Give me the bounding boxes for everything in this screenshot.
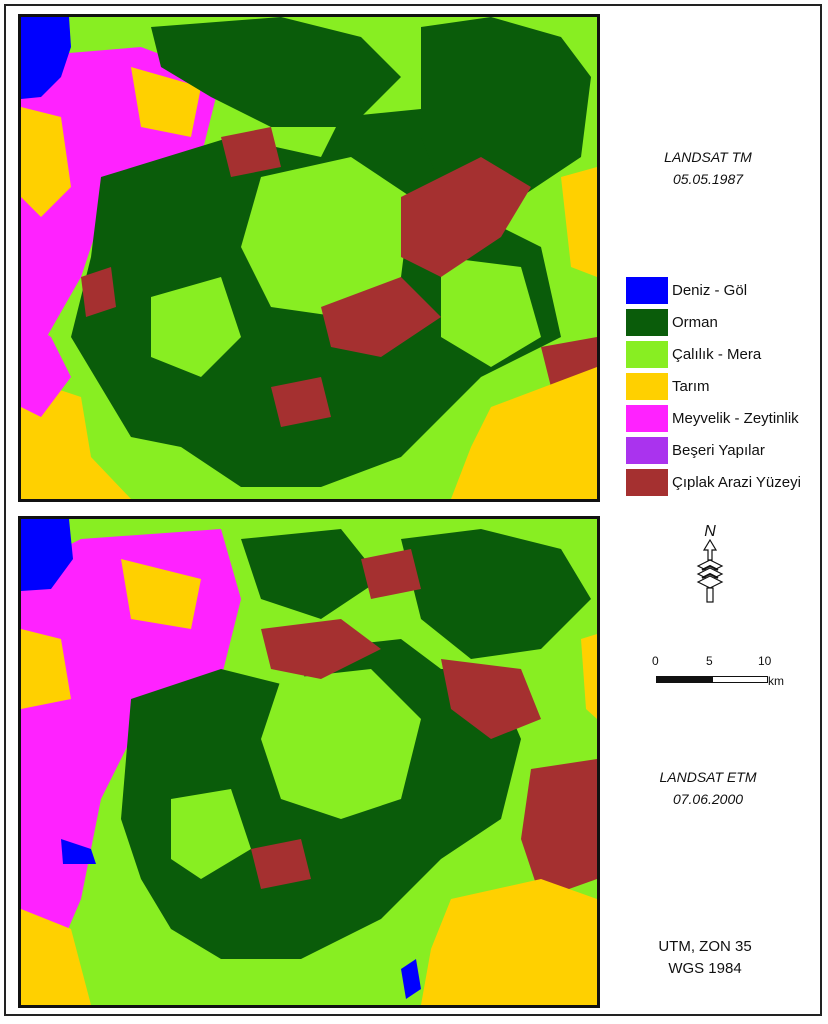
figure-frame bbox=[4, 4, 822, 1016]
north-label: N bbox=[704, 523, 716, 540]
land-cover-map-2000 bbox=[18, 516, 600, 1008]
legend-swatch bbox=[626, 276, 668, 304]
legend-item-deniz-gol: Deniz - Göl bbox=[626, 274, 801, 306]
legend-swatch bbox=[626, 308, 668, 336]
legend-swatch bbox=[626, 372, 668, 400]
scale-segment-dark bbox=[656, 676, 712, 683]
legend-swatch bbox=[626, 436, 668, 464]
map-2000-sensor: LANDSAT ETM bbox=[659, 769, 757, 785]
land-cover-map-1987 bbox=[18, 14, 600, 502]
legend-label: Tarım bbox=[672, 377, 710, 395]
legend-swatch bbox=[626, 468, 668, 496]
legend-label: Çıplak Arazi Yüzeyi bbox=[672, 473, 801, 491]
map-2000-caption: LANDSAT ETM 07.06.2000 bbox=[628, 766, 788, 810]
legend-item-tarim: Tarım bbox=[626, 370, 801, 402]
map-1987-caption: LANDSAT TM 05.05.1987 bbox=[628, 146, 788, 190]
projection-info: UTM, ZON 35 WGS 1984 bbox=[630, 936, 780, 980]
legend-item-beseri-yapilar: Beşeri Yapılar bbox=[626, 434, 801, 466]
north-arrow-icon: N bbox=[690, 520, 730, 604]
scale-tick-10: 10 bbox=[758, 654, 772, 668]
legend: Deniz - Göl Orman Çalılık - Mera Tarım M… bbox=[626, 274, 801, 498]
map-2000-canvas bbox=[21, 519, 597, 1005]
legend-swatch bbox=[626, 404, 668, 432]
legend-label: Çalılık - Mera bbox=[672, 345, 762, 363]
scale-tick-5: 5 bbox=[706, 654, 713, 668]
scale-tick-0: 0 bbox=[652, 654, 659, 668]
map-1987-canvas bbox=[21, 17, 597, 499]
scale-segment-light bbox=[712, 676, 768, 683]
legend-swatch bbox=[626, 340, 668, 368]
scale-bar: 0 5 10 km bbox=[650, 654, 790, 694]
legend-item-orman: Orman bbox=[626, 306, 801, 338]
legend-label: Deniz - Göl bbox=[672, 281, 748, 299]
legend-label: Meyvelik - Zeytinlik bbox=[672, 409, 799, 427]
scale-unit: km bbox=[768, 674, 784, 688]
projection-datum: WGS 1984 bbox=[668, 960, 742, 977]
legend-label: Beşeri Yapılar bbox=[672, 441, 765, 459]
legend-item-meyvelik-zeytinlik: Meyvelik - Zeytinlik bbox=[626, 402, 801, 434]
map-2000-date: 07.06.2000 bbox=[672, 791, 744, 807]
projection-zone: UTM, ZON 35 bbox=[658, 938, 752, 955]
map-1987-sensor: LANDSAT TM bbox=[664, 149, 752, 165]
legend-item-ciplak-arazi: Çıplak Arazi Yüzeyi bbox=[626, 466, 801, 498]
legend-label: Orman bbox=[672, 313, 718, 331]
legend-item-calilik-mera: Çalılık - Mera bbox=[626, 338, 801, 370]
map-1987-date: 05.05.1987 bbox=[672, 171, 744, 187]
